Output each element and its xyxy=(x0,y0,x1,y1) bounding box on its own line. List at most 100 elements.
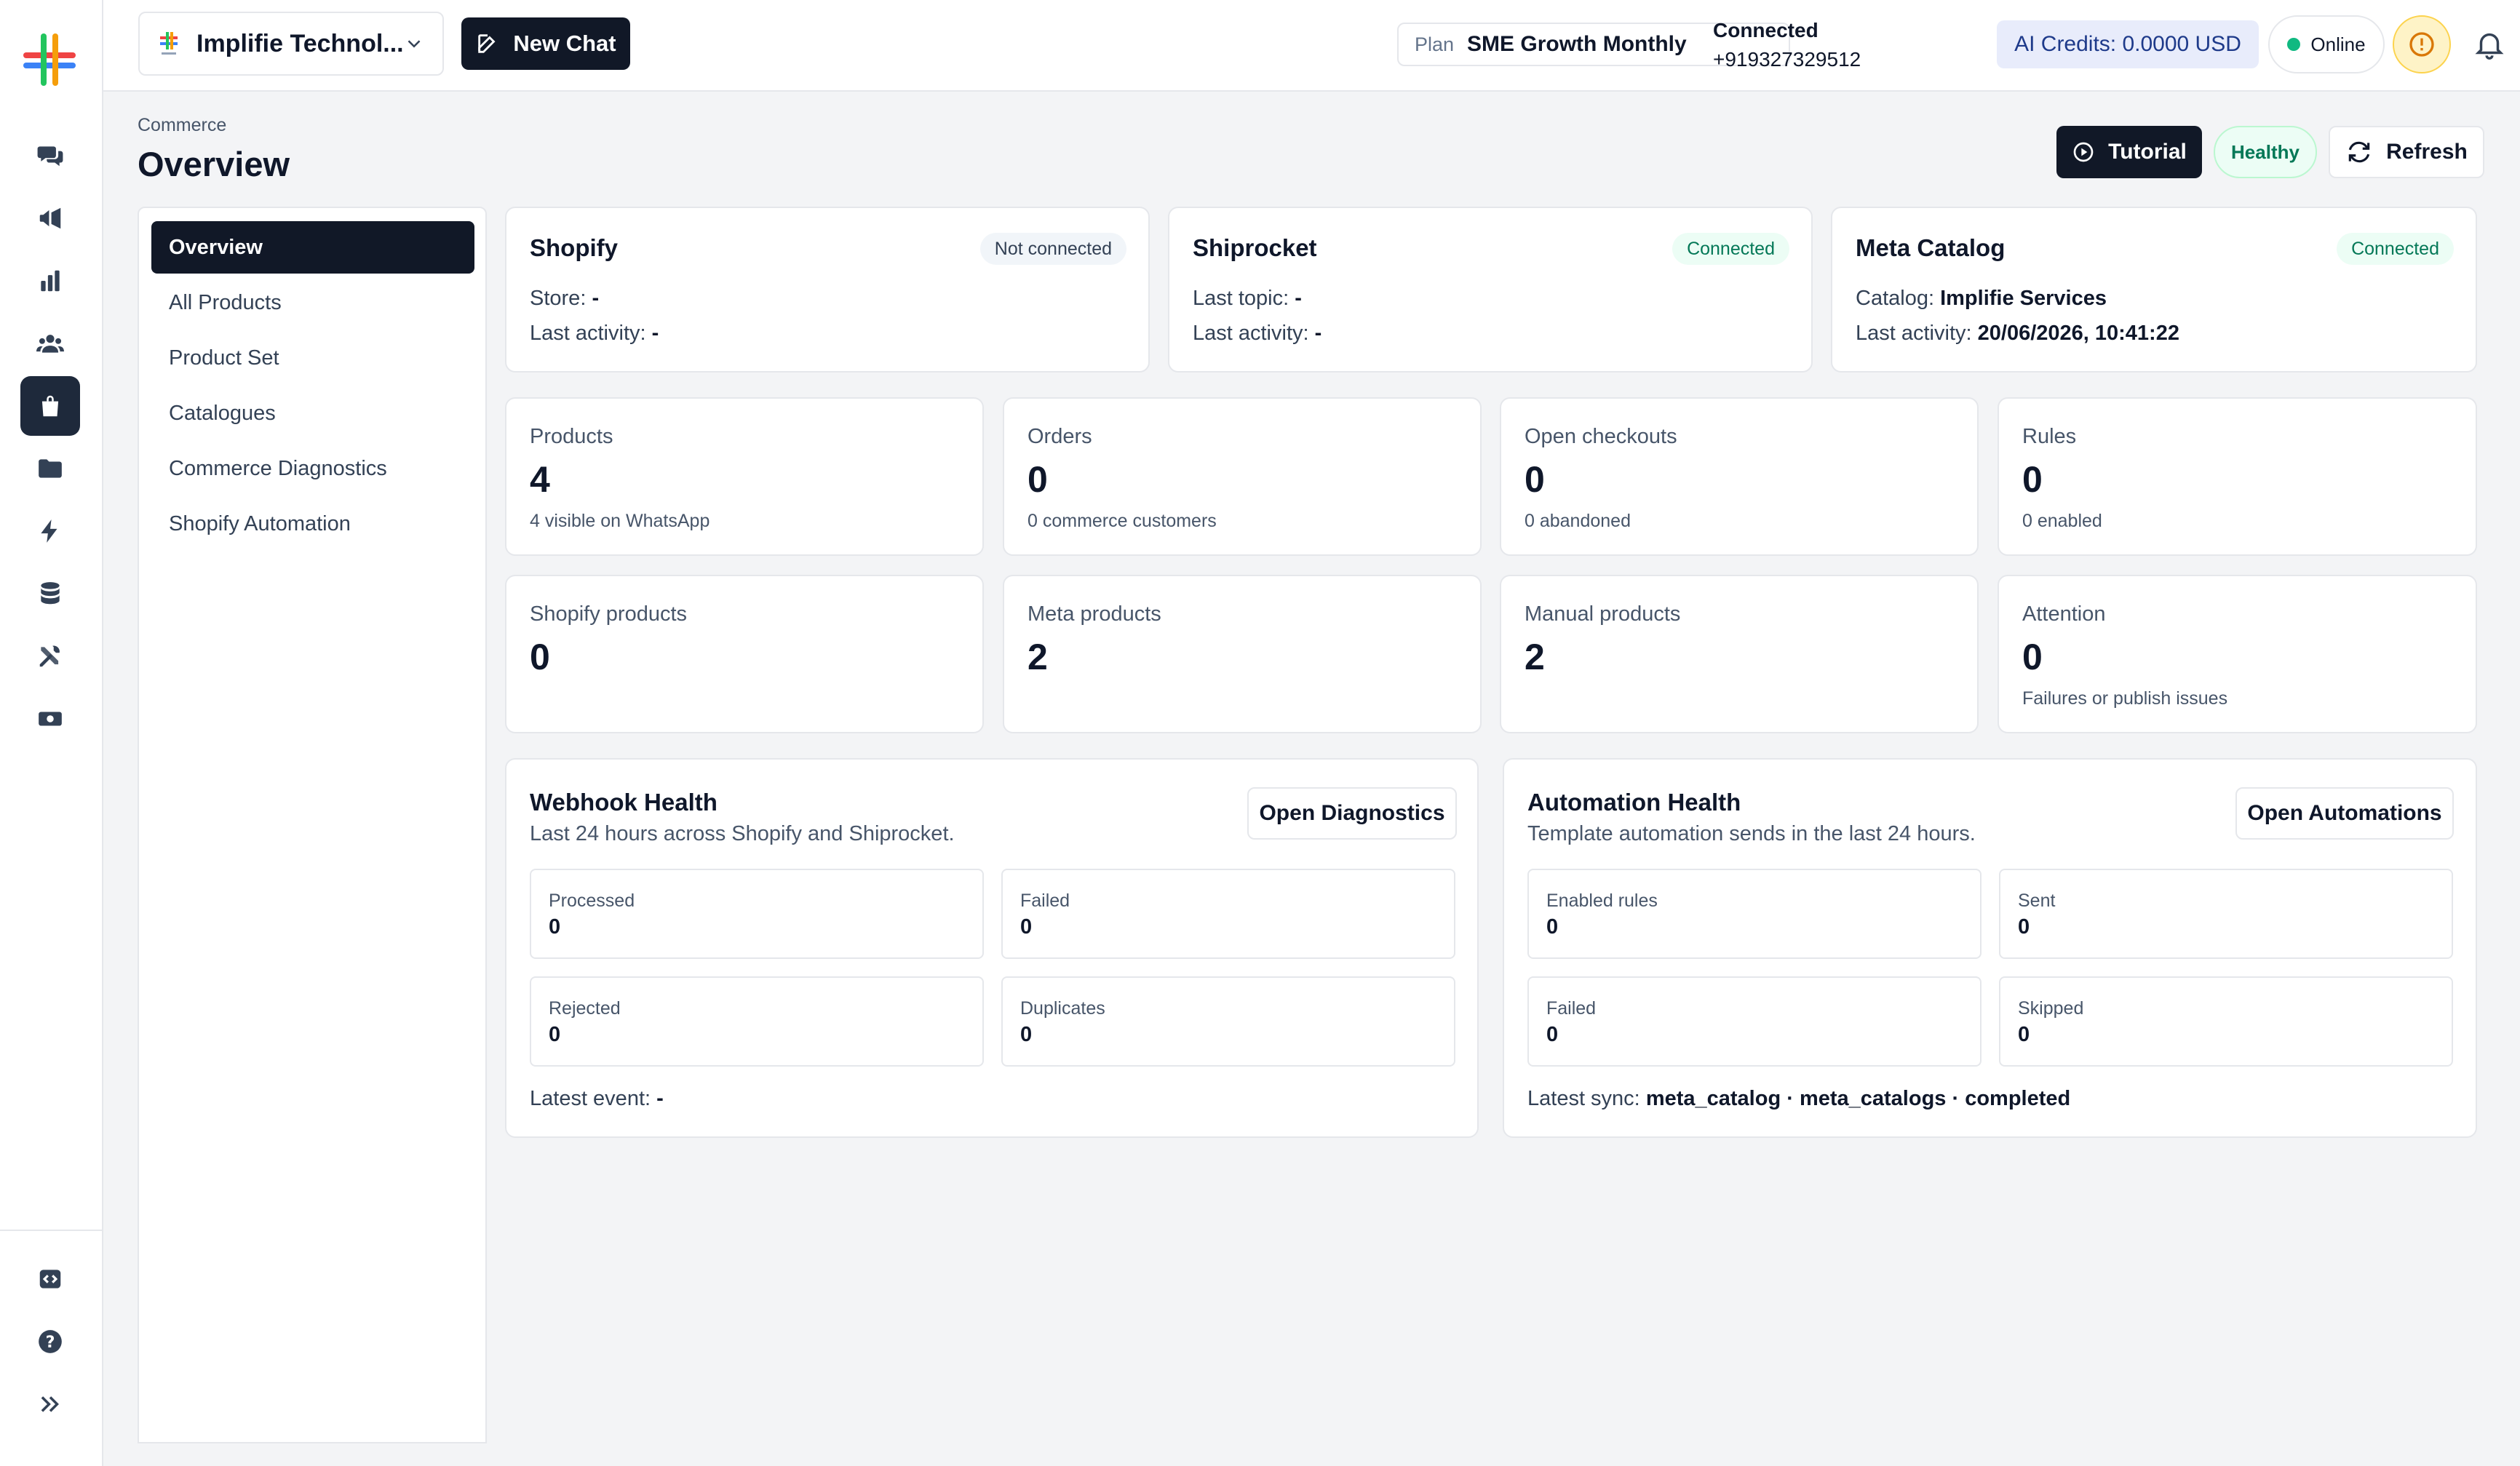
subnav-item-product-set[interactable]: Product Set xyxy=(169,346,279,370)
metric-value: 0 xyxy=(549,1023,561,1046)
subnav-item-commerce-diagnostics[interactable]: Commerce Diagnostics xyxy=(169,456,387,480)
metric-value: 0 xyxy=(2018,915,2030,939)
refresh-label: Refresh xyxy=(2386,140,2468,164)
line-value: - xyxy=(1314,322,1322,345)
shopping-bag-icon[interactable] xyxy=(20,376,80,436)
metric-label: Duplicates xyxy=(1020,998,1105,1019)
stat-value: 2 xyxy=(1028,637,1048,677)
metric-failed: Failed 0 xyxy=(1001,869,1455,959)
line-label: Last activity: xyxy=(1193,322,1309,345)
bell-icon[interactable] xyxy=(2473,28,2506,61)
stat-subtext: 4 visible on WhatsApp xyxy=(530,511,710,531)
metric-label: Failed xyxy=(1020,891,1070,911)
automation-health-card: Automation Health Template automation se… xyxy=(1503,758,2477,1138)
webhook-health-card: Webhook Health Last 24 hours across Shop… xyxy=(505,758,1479,1138)
plan-indicator[interactable]: Plan SME Growth Monthly xyxy=(1397,23,1790,66)
stat-value: 4 xyxy=(530,459,550,500)
database-icon[interactable] xyxy=(20,564,80,624)
chevron-down-icon xyxy=(408,40,421,48)
open-automations-button[interactable]: Open Automations xyxy=(2235,787,2454,840)
automation-health-title: Automation Health xyxy=(1527,789,1741,816)
metric-failed: Failed 0 xyxy=(1527,976,1982,1067)
expand-icon[interactable] xyxy=(20,1374,80,1434)
line-label: Last activity: xyxy=(530,322,646,345)
line-label: Last activity: xyxy=(1856,322,1972,345)
tutorial-button[interactable]: Tutorial xyxy=(2056,126,2202,178)
code-icon[interactable] xyxy=(20,1249,80,1309)
stat-card-shopify-products: Shopify products 0 xyxy=(505,575,984,733)
stat-value: 0 xyxy=(1028,459,1048,500)
folder-icon[interactable] xyxy=(20,439,80,498)
subnav-item-shopify-automation[interactable]: Shopify Automation xyxy=(169,511,351,535)
tools-icon[interactable] xyxy=(20,626,80,686)
svg-text:?: ? xyxy=(46,1333,55,1352)
refresh-icon xyxy=(2348,141,2370,163)
subnav-item-overview[interactable]: Overview xyxy=(151,221,474,274)
online-status-label: Online xyxy=(2310,33,2366,55)
money-icon[interactable] xyxy=(20,689,80,749)
integration-name: Shiprocket xyxy=(1193,234,1317,261)
metric-label: Skipped xyxy=(2018,998,2084,1019)
play-circle-icon xyxy=(2073,142,2094,162)
stat-card-attention: Attention 0 Failures or publish issues xyxy=(1998,575,2477,733)
megaphone-icon[interactable] xyxy=(20,188,80,248)
workspace-logo-icon xyxy=(160,32,178,55)
automation-health-description: Template automation sends in the last 24… xyxy=(1527,822,1976,845)
alert-button[interactable] xyxy=(2393,15,2451,73)
footer-label: Latest event: xyxy=(530,1087,651,1110)
subnav-item-catalogues[interactable]: Catalogues xyxy=(169,401,276,425)
workspace-selector[interactable]: Implifie Technol... xyxy=(138,12,444,76)
open-diagnostics-button[interactable]: Open Diagnostics xyxy=(1247,787,1457,840)
metric-label: Failed xyxy=(1546,998,1597,1019)
online-status-toggle[interactable]: Online xyxy=(2268,15,2385,73)
integration-line-2: Last activity: - xyxy=(530,322,659,346)
phone-number: +919327329512 xyxy=(1713,48,1861,71)
metric-value: 0 xyxy=(1546,1023,1559,1046)
app-logo[interactable] xyxy=(20,31,79,89)
stat-value: 0 xyxy=(530,637,550,677)
stat-card-manual-products: Manual products 2 xyxy=(1500,575,1979,733)
stat-label: Open checkouts xyxy=(1525,425,1677,448)
subnav-item-all-products[interactable]: All Products xyxy=(169,290,282,314)
line-label: Catalog: xyxy=(1856,287,1935,310)
left-rail: ? xyxy=(0,0,103,1466)
chat-bubbles-icon[interactable] xyxy=(20,126,80,186)
stat-label: Attention xyxy=(2022,602,2106,626)
bar-chart-icon[interactable] xyxy=(20,251,80,311)
users-icon[interactable] xyxy=(20,314,80,373)
line-value: - xyxy=(651,322,659,345)
stat-subtext: 0 enabled xyxy=(2022,511,2102,531)
latest-sync: Latest sync: meta_catalog · meta_catalog… xyxy=(1527,1087,2070,1111)
online-dot-icon xyxy=(2287,38,2301,51)
new-chat-button[interactable]: New Chat xyxy=(461,17,630,70)
connection-info: Connected +919327329512 xyxy=(1713,16,1861,74)
metric-value: 0 xyxy=(1020,915,1033,939)
line-label: Last topic: xyxy=(1193,287,1289,310)
stat-subtext: 0 commerce customers xyxy=(1028,511,1217,531)
page-title: Overview xyxy=(138,145,290,183)
stat-subtext: Failures or publish issues xyxy=(2022,688,2228,709)
metric-enabled-rules: Enabled rules 0 xyxy=(1527,869,1982,959)
webhook-health-title: Webhook Health xyxy=(530,789,718,816)
status-badge: Connected xyxy=(1672,233,1789,265)
lightning-icon[interactable] xyxy=(20,501,80,561)
footer-value: meta_catalog · meta_catalogs · completed xyxy=(1645,1087,2071,1110)
workspace-name: Implifie Technol... xyxy=(196,29,403,57)
plan-value: SME Growth Monthly xyxy=(1467,32,1687,56)
health-status-badge: Healthy xyxy=(2214,126,2317,178)
help-icon[interactable]: ? xyxy=(20,1312,80,1371)
stat-label: Products xyxy=(530,425,613,448)
metric-rejected: Rejected 0 xyxy=(530,976,984,1067)
metric-value: 0 xyxy=(1020,1023,1033,1046)
stat-label: Meta products xyxy=(1028,602,1161,626)
metric-skipped: Skipped 0 xyxy=(1999,976,2453,1067)
ai-credits-badge[interactable]: AI Credits: 0.0000 USD xyxy=(1997,20,2259,68)
integration-line-1: Catalog: Implifie Services xyxy=(1856,287,2107,311)
refresh-button[interactable]: Refresh xyxy=(2329,126,2484,178)
top-bar: Implifie Technol... New Chat Plan SME Gr… xyxy=(103,0,2520,92)
breadcrumb[interactable]: Commerce xyxy=(138,115,227,135)
metric-sent: Sent 0 xyxy=(1999,869,2453,959)
integration-card-shiprocket: Shiprocket Connected Last topic: - Last … xyxy=(1168,207,1813,373)
footer-label: Latest sync: xyxy=(1527,1087,1640,1110)
stat-value: 0 xyxy=(2022,459,2043,500)
